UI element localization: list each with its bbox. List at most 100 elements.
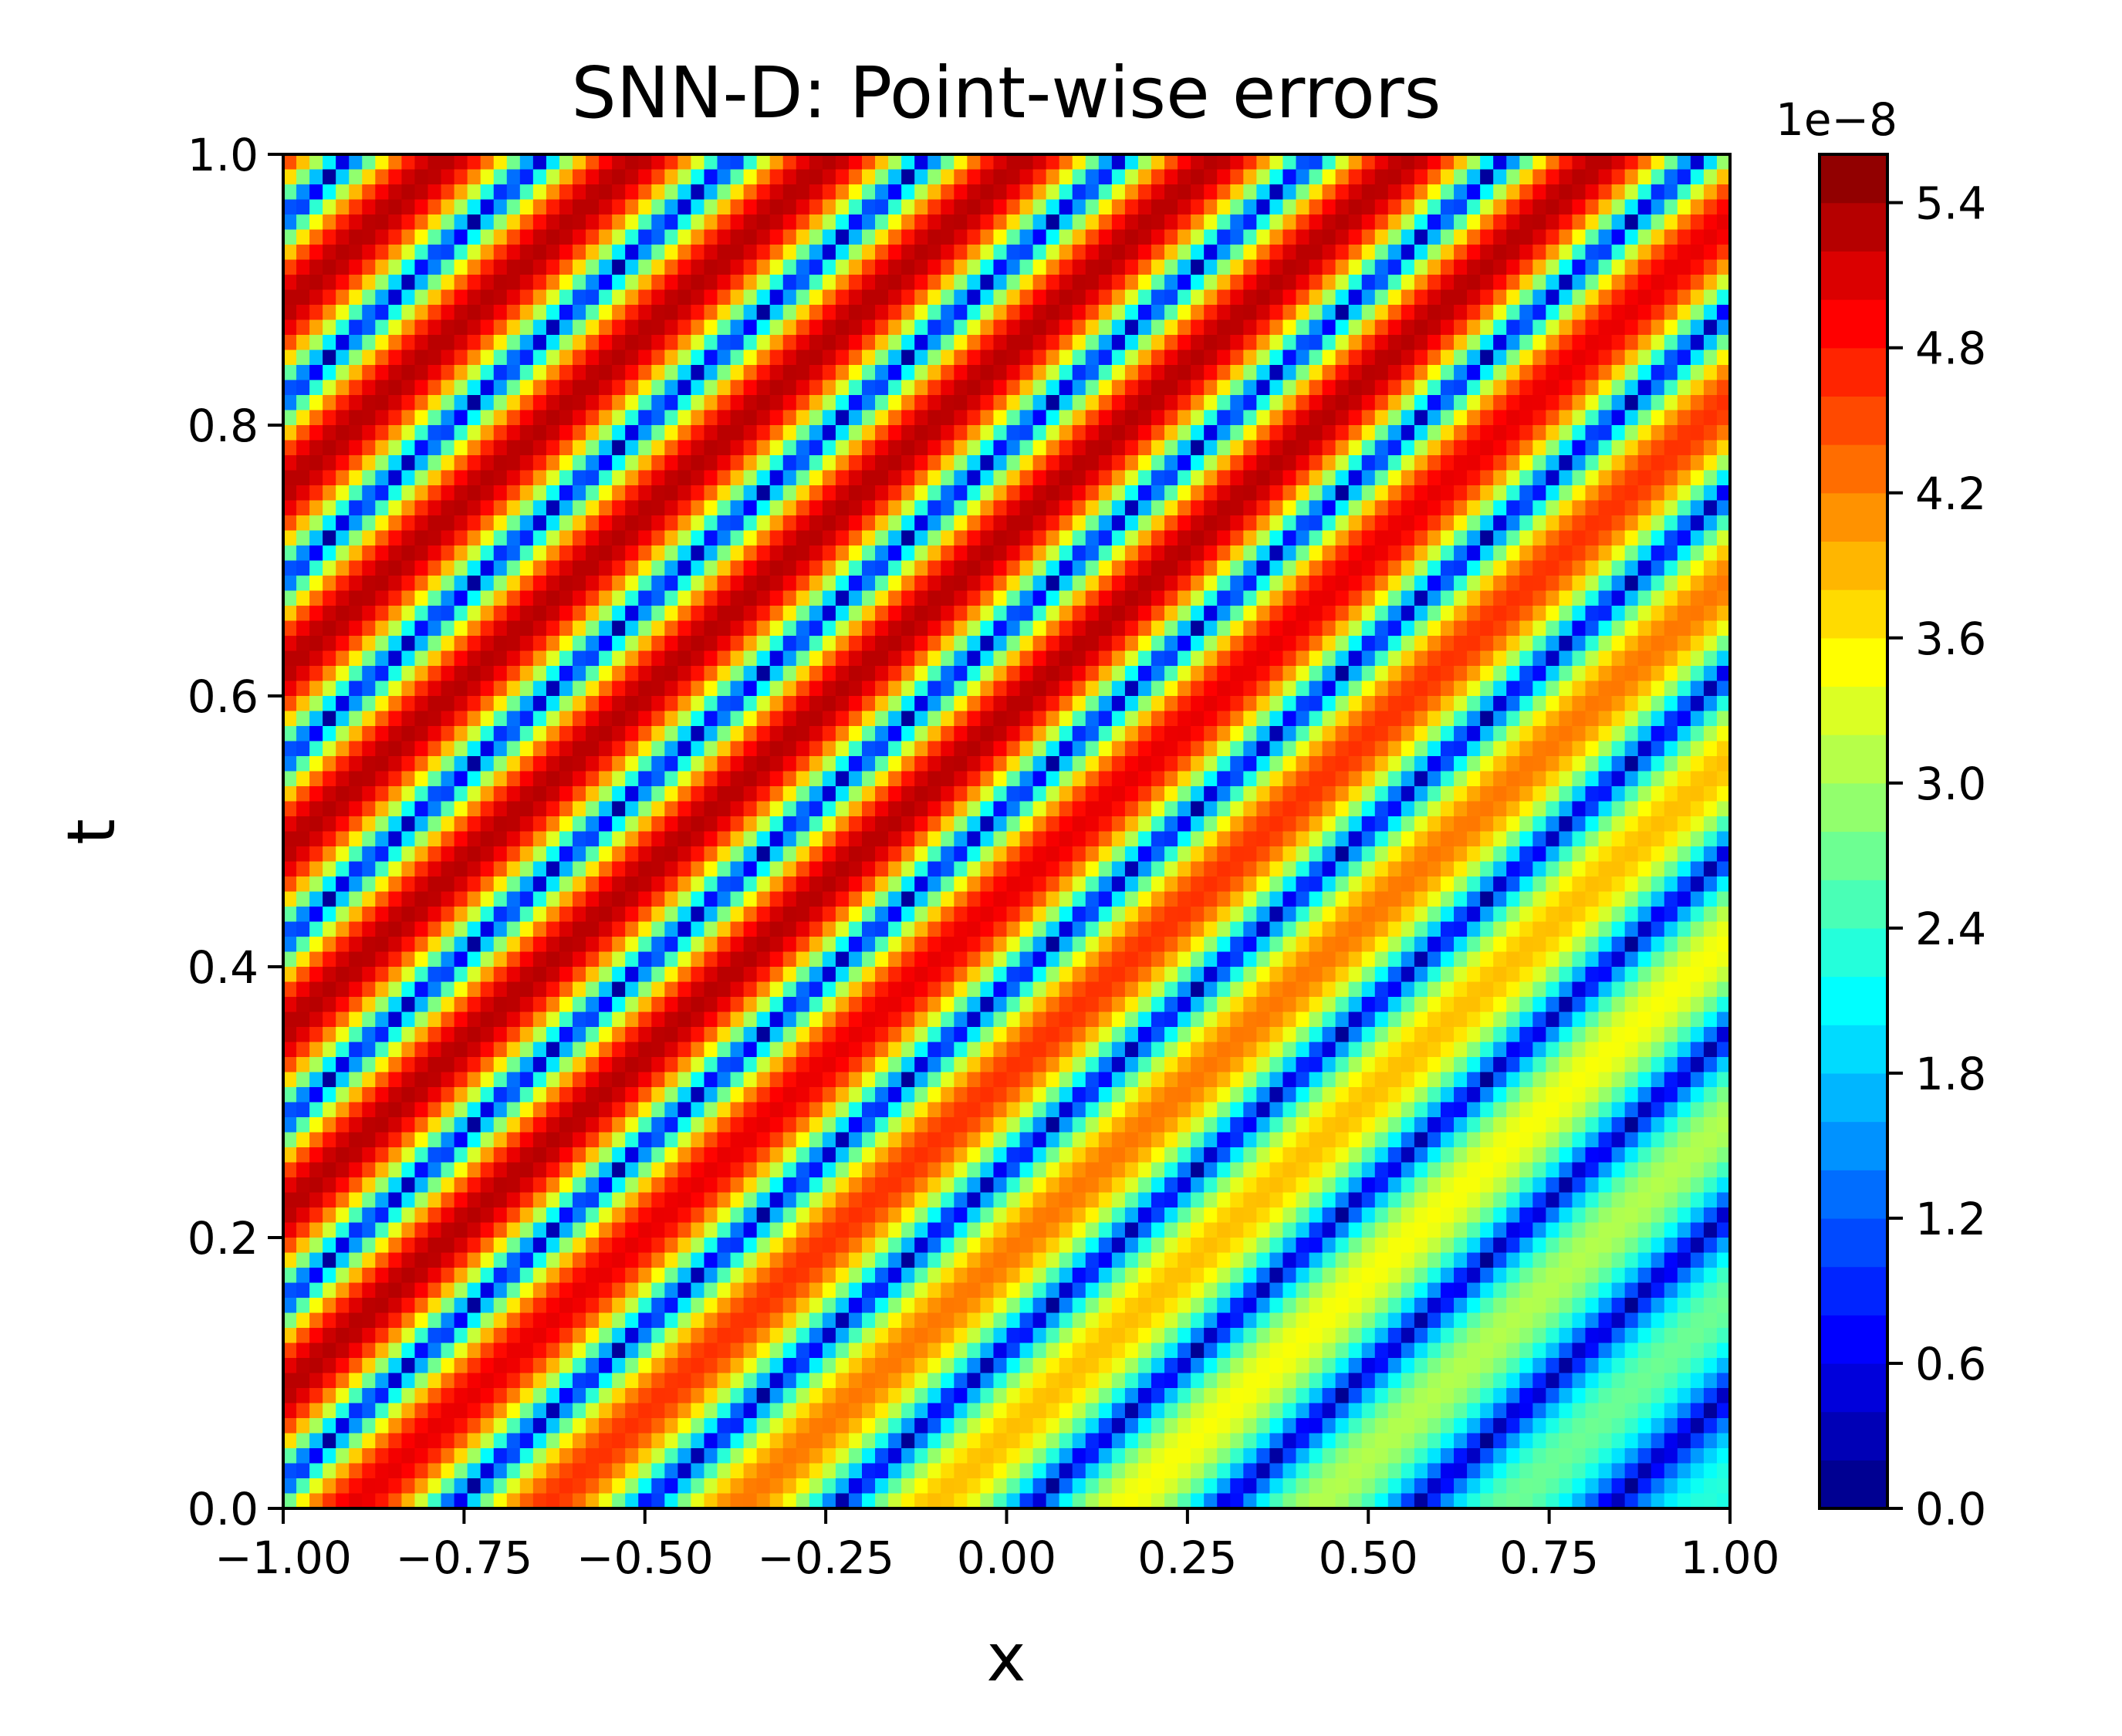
heatmap-cell: [1572, 500, 1586, 516]
heatmap-cell: [1441, 726, 1455, 742]
heatmap-cell: [638, 184, 653, 201]
heatmap-cell: [519, 199, 534, 215]
heatmap-cell: [835, 816, 850, 833]
heatmap-cell: [1598, 319, 1613, 336]
heatmap-cell: [283, 606, 297, 622]
heatmap-cell: [941, 395, 955, 411]
heatmap-cell: [388, 350, 403, 366]
heatmap-cell: [441, 696, 455, 712]
heatmap-cell: [1124, 500, 1139, 516]
heatmap-cell: [1178, 590, 1191, 606]
heatmap-cell: [1690, 756, 1705, 772]
heatmap-cell: [1664, 350, 1678, 366]
heatmap-cell: [914, 545, 929, 562]
heatmap-cell: [1256, 711, 1271, 727]
heatmap-cell: [296, 711, 310, 727]
heatmap-cell: [1072, 440, 1086, 456]
heatmap-cell: [835, 470, 850, 486]
heatmap-cell: [1085, 711, 1100, 727]
heatmap-cell: [362, 620, 377, 637]
heatmap-cell: [362, 199, 377, 215]
heatmap-cell: [1098, 335, 1113, 351]
heatmap-cell: [1716, 620, 1730, 637]
heatmap-cell: [480, 319, 495, 336]
heatmap-cell: [1006, 335, 1021, 351]
heatmap-cell: [1361, 650, 1376, 667]
heatmap-cell: [848, 650, 863, 667]
heatmap-cell: [1322, 606, 1336, 622]
heatmap-cell: [1230, 485, 1245, 502]
heatmap-cell: [1611, 560, 1626, 576]
heatmap-cell: [1059, 711, 1073, 727]
heatmap-cell: [809, 335, 823, 351]
heatmap-cell: [1427, 620, 1441, 637]
heatmap-cell: [283, 726, 297, 742]
heatmap-cell: [1191, 485, 1205, 502]
heatmap-cell: [1191, 199, 1205, 215]
heatmap-cell: [1019, 576, 1034, 592]
heatmap-cell: [941, 199, 955, 215]
heatmap-cell: [1716, 395, 1730, 411]
heatmap-cell: [559, 154, 573, 171]
heatmap-cell: [1217, 530, 1232, 546]
heatmap-cell: [573, 455, 586, 471]
heatmap-cell: [1282, 319, 1297, 336]
heatmap-cell: [1480, 395, 1494, 411]
heatmap-cell: [1493, 169, 1508, 185]
heatmap-cell: [1309, 696, 1323, 712]
heatmap-cell: [954, 199, 968, 215]
heatmap-cell: [388, 620, 403, 637]
heatmap-cell: [809, 696, 823, 712]
heatmap-cell: [1243, 681, 1258, 697]
heatmap-cell: [848, 500, 863, 516]
heatmap-cell: [730, 229, 745, 245]
heatmap-cell: [559, 576, 573, 592]
heatmap-cell: [769, 560, 784, 576]
heatmap-cell: [730, 455, 745, 471]
heatmap-cell: [1427, 319, 1441, 336]
heatmap-cell: [1611, 816, 1626, 833]
heatmap-cell: [1006, 741, 1021, 757]
heatmap-cell: [941, 289, 955, 306]
heatmap-cell: [1401, 650, 1415, 667]
heatmap-cell: [1454, 741, 1468, 757]
heatmap-cell: [1414, 380, 1428, 396]
heatmap-cell: [1111, 395, 1126, 411]
heatmap-cell: [1335, 711, 1350, 727]
heatmap-cell: [1164, 319, 1178, 336]
heatmap-cell: [586, 229, 600, 245]
heatmap-cell: [1151, 620, 1165, 637]
heatmap-cell: [506, 319, 521, 336]
heatmap-cell: [336, 771, 350, 787]
heatmap-cell: [296, 289, 310, 306]
heatmap-cell: [677, 620, 692, 637]
heatmap-cell: [1427, 199, 1441, 215]
heatmap-cell: [664, 500, 679, 516]
heatmap-cell: [1032, 620, 1047, 637]
heatmap-cell: [1059, 500, 1073, 516]
heatmap-cell: [1269, 199, 1284, 215]
heatmap-cell: [1296, 350, 1310, 366]
heatmap-cell: [441, 395, 455, 411]
heatmap-cell: [888, 545, 902, 562]
heatmap-cell: [1585, 350, 1600, 366]
heatmap-cell: [532, 350, 547, 366]
heatmap-cell: [1164, 606, 1178, 622]
heatmap-cell: [901, 801, 915, 817]
heatmap-cell: [309, 771, 323, 787]
heatmap-cell: [519, 245, 534, 261]
heatmap-cell: [1217, 184, 1232, 201]
heatmap-cell: [349, 455, 363, 471]
heatmap-cell: [756, 154, 771, 171]
heatmap-cell: [283, 425, 297, 441]
heatmap-cell: [401, 530, 416, 546]
heatmap-cell: [1664, 289, 1678, 306]
heatmap-cell: [862, 169, 876, 185]
heatmap-cell: [901, 726, 915, 742]
heatmap-cell: [1243, 305, 1258, 321]
heatmap-cell: [848, 184, 863, 201]
heatmap-cell: [1387, 485, 1402, 502]
heatmap-cell: [1414, 470, 1428, 486]
heatmap-cell: [454, 741, 468, 757]
heatmap-cell: [519, 681, 534, 697]
